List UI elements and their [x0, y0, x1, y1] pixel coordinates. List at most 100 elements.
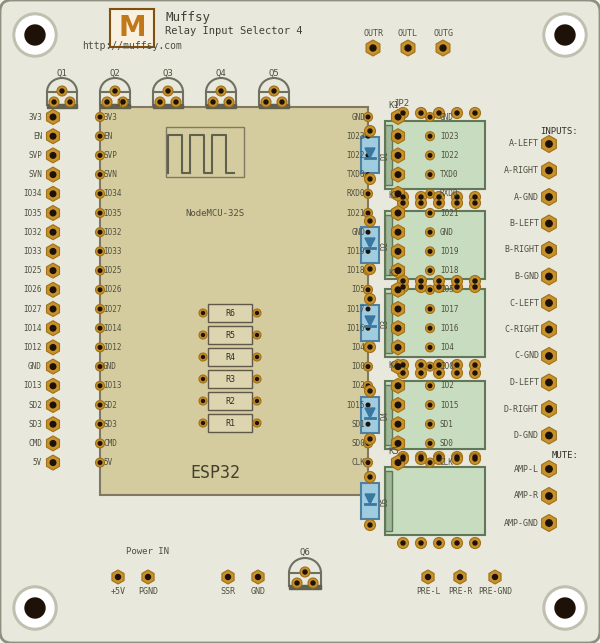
Circle shape	[428, 249, 432, 253]
Circle shape	[428, 211, 432, 215]
Circle shape	[264, 100, 268, 104]
Polygon shape	[365, 408, 375, 418]
Circle shape	[398, 275, 409, 287]
Circle shape	[437, 201, 441, 205]
Circle shape	[546, 406, 552, 412]
Text: Q1: Q1	[56, 69, 67, 78]
Circle shape	[98, 173, 102, 176]
Circle shape	[370, 45, 376, 51]
Bar	[206, 104, 236, 108]
Polygon shape	[392, 321, 404, 336]
Polygon shape	[142, 570, 154, 584]
Circle shape	[364, 401, 373, 410]
Circle shape	[98, 134, 102, 138]
Text: Muffsy: Muffsy	[165, 12, 210, 24]
Circle shape	[366, 442, 370, 445]
Circle shape	[202, 422, 205, 424]
Circle shape	[368, 345, 372, 349]
Circle shape	[419, 195, 423, 199]
Bar	[361, 483, 379, 519]
Circle shape	[546, 141, 552, 147]
Polygon shape	[542, 215, 556, 232]
Circle shape	[50, 267, 56, 273]
Circle shape	[256, 356, 259, 359]
Circle shape	[98, 403, 102, 407]
Circle shape	[433, 282, 445, 293]
Circle shape	[115, 574, 121, 579]
Circle shape	[543, 586, 587, 630]
Circle shape	[366, 327, 370, 330]
Circle shape	[433, 451, 445, 462]
Circle shape	[428, 173, 432, 176]
Polygon shape	[542, 136, 556, 152]
Text: 5V: 5V	[33, 458, 42, 467]
Circle shape	[366, 403, 370, 407]
Circle shape	[216, 86, 226, 96]
Circle shape	[473, 285, 477, 289]
Text: R1: R1	[225, 419, 235, 428]
Text: IO22: IO22	[347, 151, 365, 160]
Circle shape	[366, 384, 370, 388]
Circle shape	[401, 111, 405, 115]
Text: SD0: SD0	[440, 439, 454, 448]
Circle shape	[364, 170, 373, 179]
Text: Power IN: Power IN	[127, 547, 170, 556]
Bar	[100, 92, 130, 105]
Text: D-GND: D-GND	[514, 431, 539, 440]
Circle shape	[395, 383, 401, 388]
Circle shape	[425, 420, 434, 429]
Text: Q4: Q4	[215, 69, 226, 78]
Polygon shape	[542, 188, 556, 206]
Circle shape	[98, 307, 102, 311]
Text: IO23: IO23	[347, 132, 365, 141]
Circle shape	[428, 403, 432, 407]
Text: EN: EN	[103, 132, 112, 141]
Text: IO2: IO2	[351, 381, 365, 390]
Text: RXD0: RXD0	[440, 189, 458, 198]
Polygon shape	[47, 186, 59, 201]
Text: IO4: IO4	[351, 343, 365, 352]
Bar	[208, 370, 252, 388]
Circle shape	[365, 125, 376, 136]
Circle shape	[401, 363, 405, 367]
Circle shape	[16, 16, 54, 54]
Text: SD0: SD0	[351, 439, 365, 448]
Polygon shape	[47, 359, 59, 374]
Circle shape	[365, 341, 376, 352]
Circle shape	[470, 282, 481, 293]
Text: IO5: IO5	[351, 285, 365, 294]
Circle shape	[368, 219, 372, 223]
Text: D2: D2	[381, 240, 390, 249]
Circle shape	[174, 100, 178, 104]
Text: http://muffsy.com: http://muffsy.com	[82, 41, 182, 51]
Circle shape	[300, 567, 310, 577]
Text: GND: GND	[103, 362, 117, 371]
Polygon shape	[392, 186, 404, 201]
Circle shape	[261, 97, 271, 107]
Text: IO18: IO18	[440, 266, 458, 275]
Circle shape	[49, 97, 59, 107]
Circle shape	[419, 363, 423, 367]
Circle shape	[395, 306, 401, 312]
Text: M: M	[118, 14, 146, 42]
Polygon shape	[47, 167, 59, 182]
Circle shape	[395, 114, 401, 120]
Text: IO4: IO4	[440, 343, 454, 352]
Circle shape	[110, 86, 120, 96]
Circle shape	[199, 353, 207, 361]
Circle shape	[473, 455, 477, 459]
Circle shape	[95, 132, 104, 141]
Circle shape	[455, 541, 459, 545]
Circle shape	[95, 323, 104, 332]
Circle shape	[98, 115, 102, 119]
Text: JP2: JP2	[393, 98, 409, 107]
Text: SD1: SD1	[351, 420, 365, 429]
Circle shape	[98, 249, 102, 253]
Bar	[208, 326, 252, 344]
Circle shape	[546, 326, 552, 332]
Text: TXD0: TXD0	[347, 170, 365, 179]
Circle shape	[365, 386, 376, 397]
Text: GND: GND	[28, 362, 42, 371]
Bar	[47, 104, 77, 108]
Circle shape	[95, 420, 104, 429]
